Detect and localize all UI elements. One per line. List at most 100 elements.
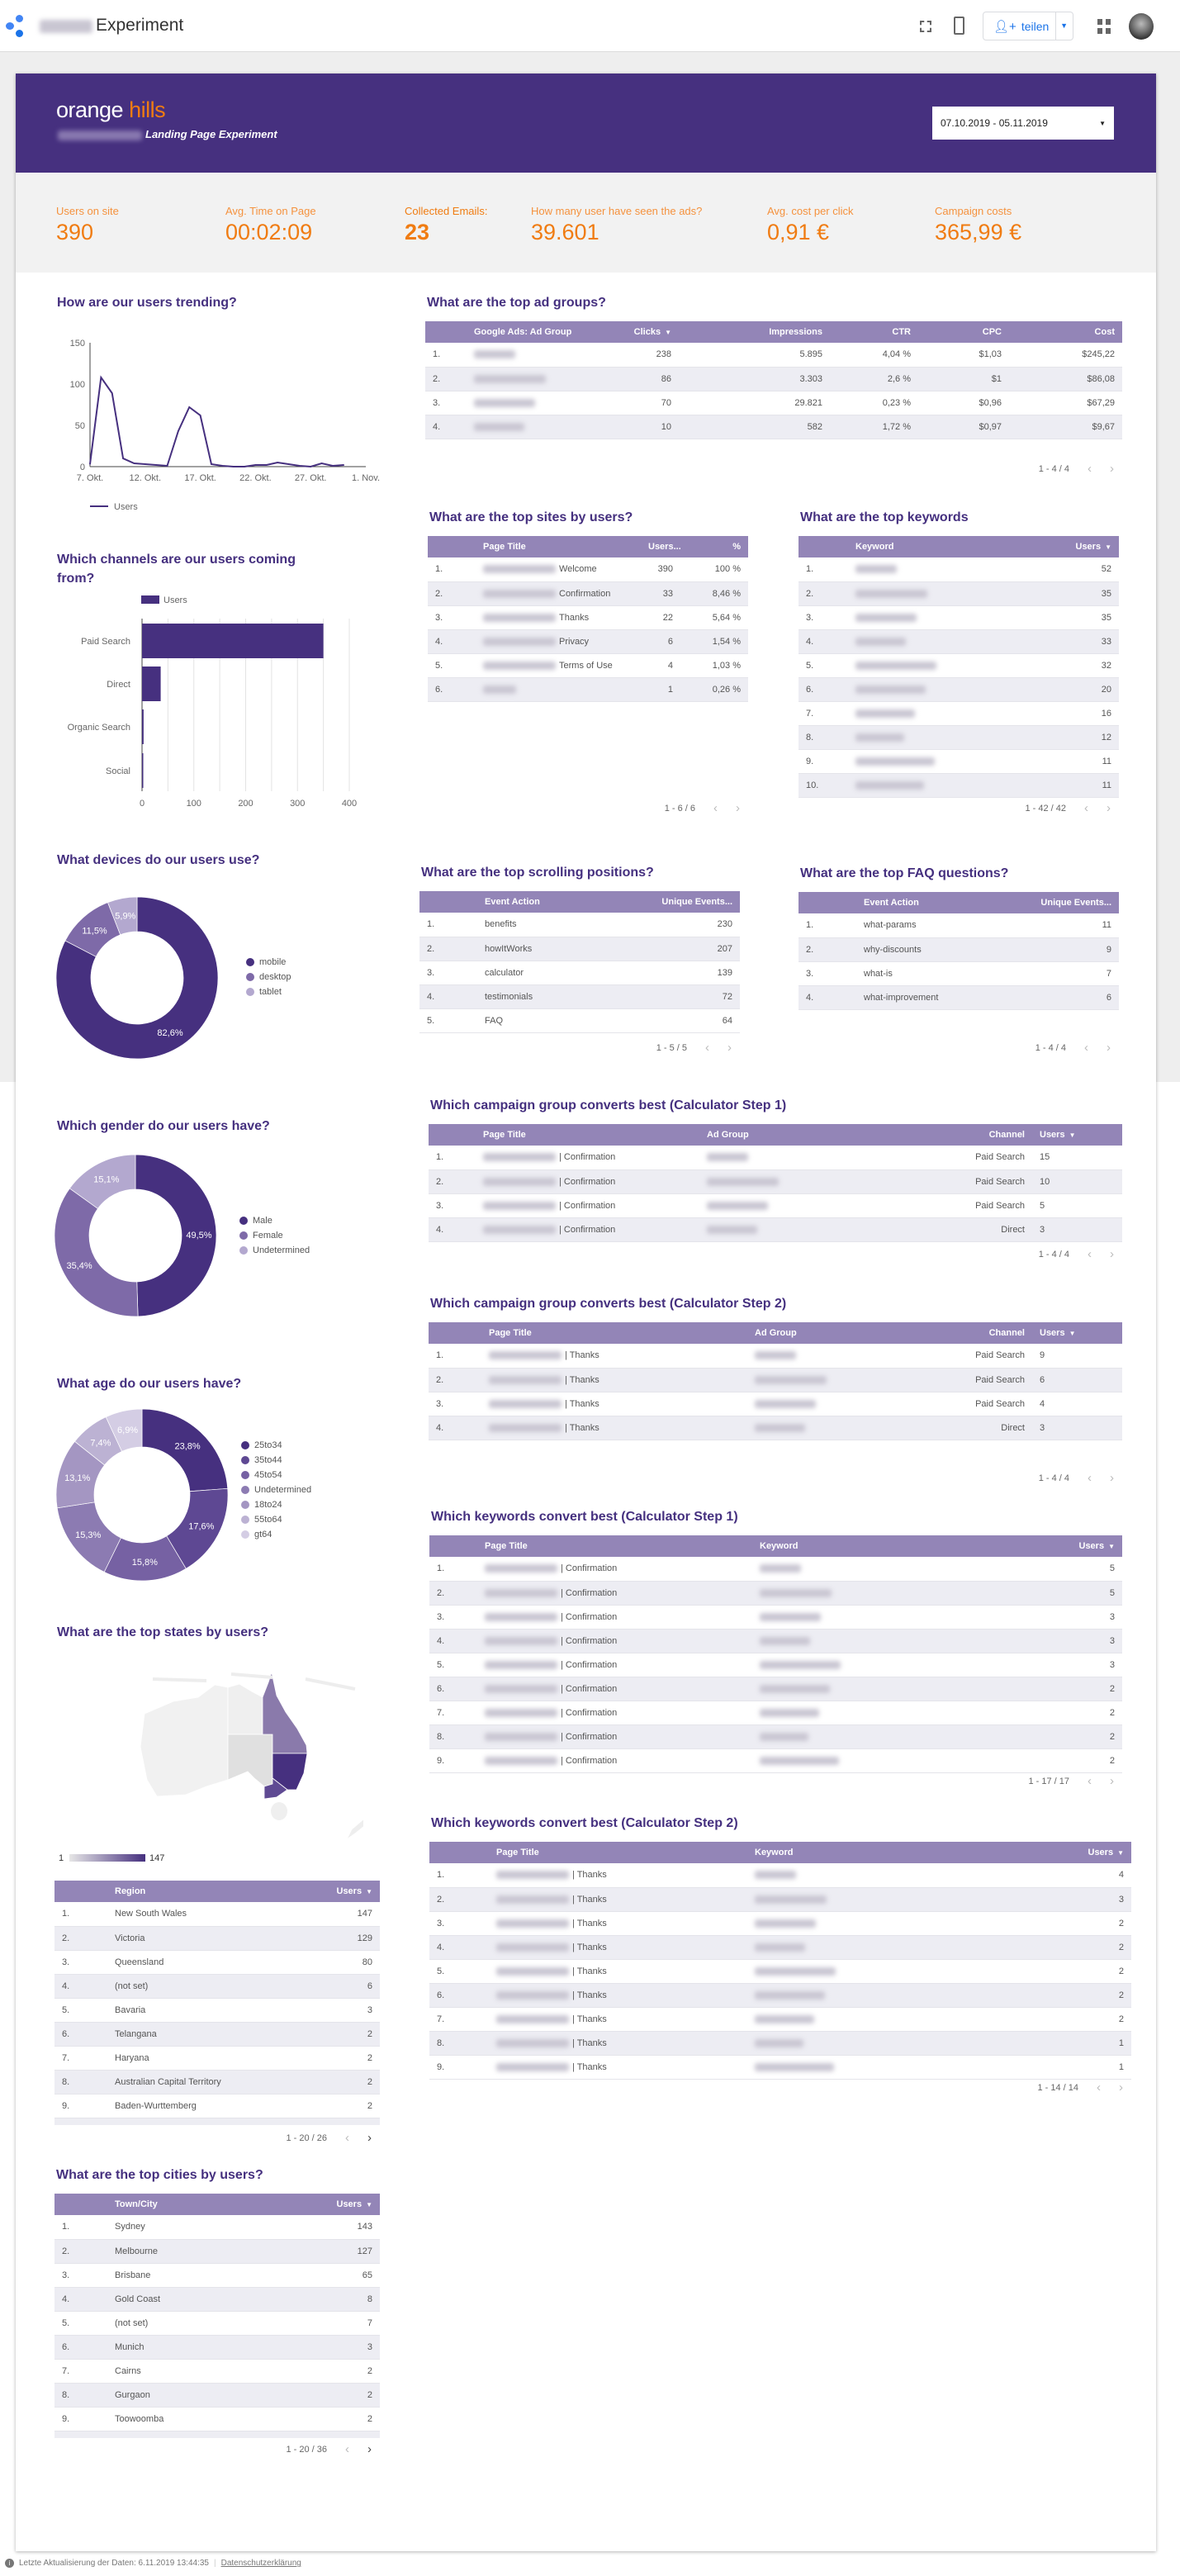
table-row[interactable]: 1. | Confirmation 5 [429, 1557, 1122, 1582]
table-row[interactable]: 2. | Thanks 3 [429, 1887, 1131, 1912]
table-row[interactable]: 9. | Thanks 1 [429, 2055, 1131, 2080]
column-header[interactable] [429, 1124, 476, 1146]
table-row[interactable]: 4. what-improvement 6 [799, 985, 1119, 1010]
column-header[interactable] [54, 1881, 107, 1902]
table-row[interactable]: 2. | Thanks Paid Search 6 [429, 1368, 1122, 1392]
legend-item[interactable]: Undetermined [239, 1243, 310, 1258]
table-row[interactable]: 3. | Confirmation 3 [429, 1605, 1122, 1630]
table-row[interactable]: 4. | Thanks 2 [429, 1935, 1131, 1960]
column-header[interactable]: Unique Events... [1021, 892, 1119, 913]
table-row[interactable]: 4. 10 582 1,72 % $0,97 $9,67 [425, 415, 1122, 439]
table-row[interactable]: 8. | Confirmation 2 [429, 1724, 1122, 1749]
grid-icon[interactable] [1097, 19, 1111, 34]
data-studio-logo-icon[interactable] [4, 15, 29, 38]
table-row[interactable]: 4. 33 [799, 629, 1119, 654]
column-header[interactable] [429, 1322, 481, 1344]
table-row[interactable]: 6. 20 [799, 677, 1119, 702]
legend-item[interactable]: gt64 [241, 1527, 311, 1542]
previous-page-chevron-left-icon[interactable]: ‹ [345, 2131, 349, 2145]
legend-item[interactable]: Female [239, 1228, 310, 1243]
table-row[interactable]: 4. Gold Coast 8 [54, 2287, 380, 2312]
date-range-picker[interactable]: 07.10.2019 - 05.11.2019 ▼ [932, 107, 1114, 140]
next-page-chevron-right-icon[interactable]: › [1107, 1041, 1111, 1055]
table-row[interactable]: 6. | Thanks 2 [429, 1983, 1131, 2008]
table-row[interactable]: 2. 86 3.303 2,6 % $1 $86,08 [425, 367, 1122, 391]
legend-item[interactable]: 55to64 [241, 1512, 311, 1527]
previous-page-chevron-left-icon[interactable]: ‹ [1088, 1471, 1092, 1485]
column-header[interactable]: Keyword [848, 536, 1030, 557]
previous-page-chevron-left-icon[interactable]: ‹ [705, 1041, 709, 1055]
table-row[interactable]: 3. calculator 139 [419, 961, 740, 985]
column-header[interactable]: Page Title [477, 1535, 752, 1557]
table-row[interactable]: 7. Haryana 2 [54, 2046, 380, 2071]
table-row[interactable]: 9. Baden-Wurttemberg 2 [54, 2094, 380, 2118]
table-row[interactable]: 9. 11 [799, 749, 1119, 774]
table-row[interactable]: 1. 238 5.895 4,04 % $1,03 $245,22 [425, 343, 1122, 368]
column-header[interactable] [429, 1535, 477, 1557]
legend-item[interactable]: mobile [246, 955, 291, 970]
table-row[interactable]: 7. 16 [799, 701, 1119, 726]
legend-item[interactable]: 18to24 [241, 1497, 311, 1512]
table-row[interactable]: 1. | Thanks Paid Search 9 [429, 1344, 1122, 1369]
column-header[interactable] [799, 536, 848, 557]
previous-page-chevron-left-icon[interactable]: ‹ [1088, 1247, 1092, 1261]
table-row[interactable]: 5. (not set) 7 [54, 2311, 380, 2336]
table-row[interactable]: 8. Gurgaon 2 [54, 2383, 380, 2408]
table-row[interactable]: 1. Sydney 143 [54, 2215, 380, 2240]
previous-page-chevron-left-icon[interactable]: ‹ [1088, 462, 1092, 476]
table-row[interactable]: 5. Bavaria 3 [54, 1998, 380, 2023]
table-row[interactable]: 7. | Thanks 2 [429, 2007, 1131, 2032]
column-header[interactable]: Channel [908, 1322, 1032, 1344]
column-header[interactable]: Users... [641, 536, 680, 557]
table-row[interactable]: 10. 11 [799, 773, 1119, 798]
share-dropdown-chevron-down-icon[interactable]: ▼ [1055, 12, 1068, 40]
table-row[interactable]: 4. | Confirmation 3 [429, 1629, 1122, 1653]
table-row[interactable]: 2. | Confirmation 5 [429, 1581, 1122, 1606]
table-row[interactable]: 6. Telangana 2 [54, 2022, 380, 2047]
table-row[interactable]: 3. what-is 7 [799, 961, 1119, 986]
table-row[interactable]: 9. Toowoomba 2 [54, 2407, 380, 2431]
column-header[interactable] [425, 321, 467, 343]
table-row[interactable]: 6. Munich 3 [54, 2335, 380, 2360]
table-row[interactable]: 7. Cairns 2 [54, 2359, 380, 2384]
legend-item[interactable]: 35to44 [241, 1453, 311, 1468]
table-row[interactable]: 3. Brisbane 65 [54, 2263, 380, 2288]
column-header[interactable]: Users ▼ [297, 1881, 380, 1902]
next-page-chevron-right-icon[interactable]: › [736, 801, 740, 815]
next-page-chevron-right-icon[interactable]: › [1110, 1471, 1114, 1485]
table-row[interactable]: 8. 12 [799, 725, 1119, 750]
legend-item[interactable]: desktop [246, 970, 291, 984]
table-row[interactable]: 4. (not set) 6 [54, 1974, 380, 1999]
column-header[interactable]: Keyword [747, 1842, 1032, 1863]
table-row[interactable]: 2. | Confirmation Paid Search 10 [429, 1169, 1122, 1194]
column-header[interactable]: Page Title [476, 536, 641, 557]
share-button[interactable]: 👤︎+ teilen ▼ [983, 12, 1073, 40]
column-header[interactable]: Channel [846, 1124, 1032, 1146]
column-header[interactable]: CTR [830, 321, 918, 343]
avatar[interactable] [1129, 13, 1154, 40]
previous-page-chevron-left-icon[interactable]: ‹ [1088, 1774, 1092, 1788]
table-row[interactable]: 2. 35 [799, 581, 1119, 606]
table-row[interactable]: 1. | Thanks 4 [429, 1863, 1131, 1888]
table-row[interactable]: 3. 35 [799, 605, 1119, 630]
table-row[interactable]: 5. 32 [799, 653, 1119, 678]
column-header[interactable] [54, 2194, 107, 2215]
column-header[interactable]: Users ▼ [297, 2194, 380, 2215]
table-row[interactable]: 6. | Confirmation 2 [429, 1677, 1122, 1701]
table-row[interactable]: 1. New South Wales 147 [54, 1902, 380, 1927]
column-header[interactable]: Users ▼ [1032, 1535, 1122, 1557]
australia-geo-map[interactable] [107, 1664, 363, 1854]
column-header[interactable]: Region [107, 1881, 297, 1902]
column-header[interactable]: Event Action [477, 891, 642, 913]
table-row[interactable]: 4. Privacy 6 1,54 % [428, 629, 748, 654]
table-row[interactable]: 8. | Thanks 1 [429, 2031, 1131, 2056]
column-header[interactable] [429, 1842, 489, 1863]
table-row[interactable]: 1. benefits 230 [419, 913, 740, 937]
legend-item[interactable]: tablet [246, 984, 291, 999]
table-row[interactable]: 3. Queensland 80 [54, 1950, 380, 1975]
column-header[interactable]: Users ▼ [1032, 1842, 1131, 1863]
next-page-chevron-right-icon[interactable]: › [1110, 1774, 1114, 1788]
device-preview-icon[interactable] [954, 17, 964, 35]
next-page-chevron-right-icon[interactable]: › [1110, 462, 1114, 476]
next-page-chevron-right-icon[interactable]: › [727, 1041, 732, 1055]
